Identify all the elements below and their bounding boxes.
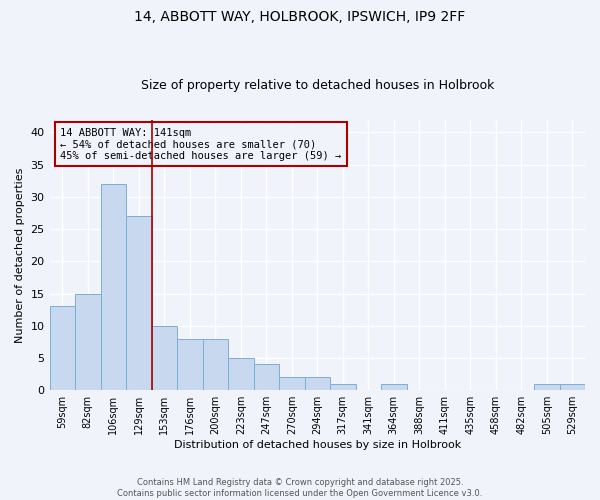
Bar: [560, 384, 585, 390]
Title: Size of property relative to detached houses in Holbrook: Size of property relative to detached ho…: [140, 79, 494, 92]
Bar: [254, 364, 279, 390]
Bar: [75, 294, 101, 390]
Bar: [101, 184, 126, 390]
Bar: [381, 384, 407, 390]
Bar: [152, 326, 177, 390]
Bar: [126, 216, 152, 390]
Bar: [330, 384, 356, 390]
X-axis label: Distribution of detached houses by size in Holbrook: Distribution of detached houses by size …: [173, 440, 461, 450]
Text: 14 ABBOTT WAY: 141sqm
← 54% of detached houses are smaller (70)
45% of semi-deta: 14 ABBOTT WAY: 141sqm ← 54% of detached …: [60, 128, 341, 161]
Bar: [534, 384, 560, 390]
Bar: [305, 378, 330, 390]
Bar: [50, 306, 75, 390]
Bar: [279, 378, 305, 390]
Y-axis label: Number of detached properties: Number of detached properties: [15, 167, 25, 342]
Text: 14, ABBOTT WAY, HOLBROOK, IPSWICH, IP9 2FF: 14, ABBOTT WAY, HOLBROOK, IPSWICH, IP9 2…: [134, 10, 466, 24]
Bar: [203, 338, 228, 390]
Bar: [177, 338, 203, 390]
Bar: [228, 358, 254, 390]
Text: Contains HM Land Registry data © Crown copyright and database right 2025.
Contai: Contains HM Land Registry data © Crown c…: [118, 478, 482, 498]
